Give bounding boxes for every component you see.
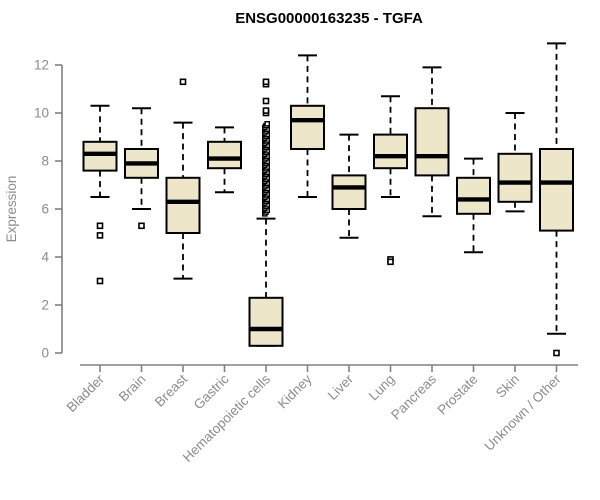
y-tick-label: 0 (41, 346, 49, 361)
outlier-point (179, 78, 187, 86)
x-tick-label-unknown-other: Unknown / Other (481, 371, 564, 454)
box-gastric (207, 126, 242, 194)
box-hematopoietic-cells (248, 78, 284, 347)
outlier-point (553, 349, 560, 357)
box-liver (331, 133, 367, 239)
box-bladder (82, 104, 118, 285)
outlier-point (96, 232, 104, 239)
y-tick-label: 10 (34, 106, 49, 121)
y-tick-label: 6 (41, 202, 49, 217)
x-tick-label-lung: Lung (366, 372, 398, 404)
x-tick-label-kidney: Kidney (275, 371, 315, 411)
iqr-box (414, 107, 450, 177)
y-axis-title: Expression (4, 176, 19, 243)
y-tick-label: 4 (41, 250, 49, 265)
chart-title: ENSG00000163235 - TGFA (235, 10, 423, 27)
x-tick-label-skin: Skin (493, 372, 522, 401)
outlier-point (262, 78, 270, 86)
outlier-point (262, 97, 270, 105)
box-breast (165, 78, 201, 280)
box-pancreas (414, 66, 450, 218)
iqr-box (456, 176, 491, 215)
x-tick-label-bladder: Bladder (64, 371, 108, 415)
y-tick-label: 8 (41, 154, 49, 169)
x-tick-label-prostate: Prostate (434, 372, 480, 418)
y-tick-label: 2 (41, 298, 49, 313)
box-skin (497, 112, 533, 213)
x-tick-label-gastric: Gastric (191, 371, 232, 412)
x-tick-label-breast: Breast (152, 371, 190, 409)
iqr-box (248, 296, 284, 347)
box-kidney (290, 54, 325, 198)
iqr-box (539, 148, 574, 232)
x-tick-label-pancreas: Pancreas (388, 371, 439, 422)
iqr-box (373, 133, 408, 170)
x-tick-label-brain: Brain (116, 372, 149, 405)
outlier-point (262, 107, 270, 114)
x-tick-label-liver: Liver (325, 371, 357, 403)
box-lung (373, 95, 408, 266)
box-brain (124, 107, 159, 230)
box-prostate (456, 157, 491, 254)
iqr-box (207, 140, 242, 170)
outlier-point (96, 277, 104, 285)
y-tick-label: 12 (34, 58, 49, 73)
iqr-box (290, 104, 325, 151)
iqr-box (331, 174, 367, 210)
iqr-box (82, 140, 118, 172)
outlier-point (264, 120, 271, 127)
outlier-point (138, 222, 145, 230)
box-unknown-other (539, 42, 574, 357)
outlier-point (96, 222, 104, 230)
outlier-point (387, 258, 394, 266)
iqr-box (497, 152, 533, 203)
iqr-box (165, 176, 201, 235)
